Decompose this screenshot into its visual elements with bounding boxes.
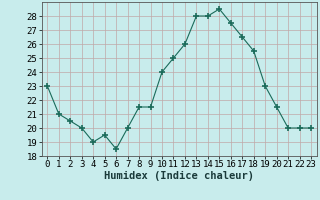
X-axis label: Humidex (Indice chaleur): Humidex (Indice chaleur) bbox=[104, 171, 254, 181]
